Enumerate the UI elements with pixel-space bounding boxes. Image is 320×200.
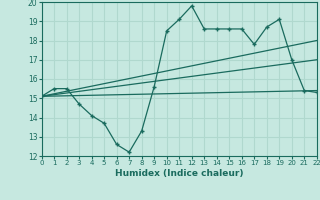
X-axis label: Humidex (Indice chaleur): Humidex (Indice chaleur): [115, 169, 244, 178]
